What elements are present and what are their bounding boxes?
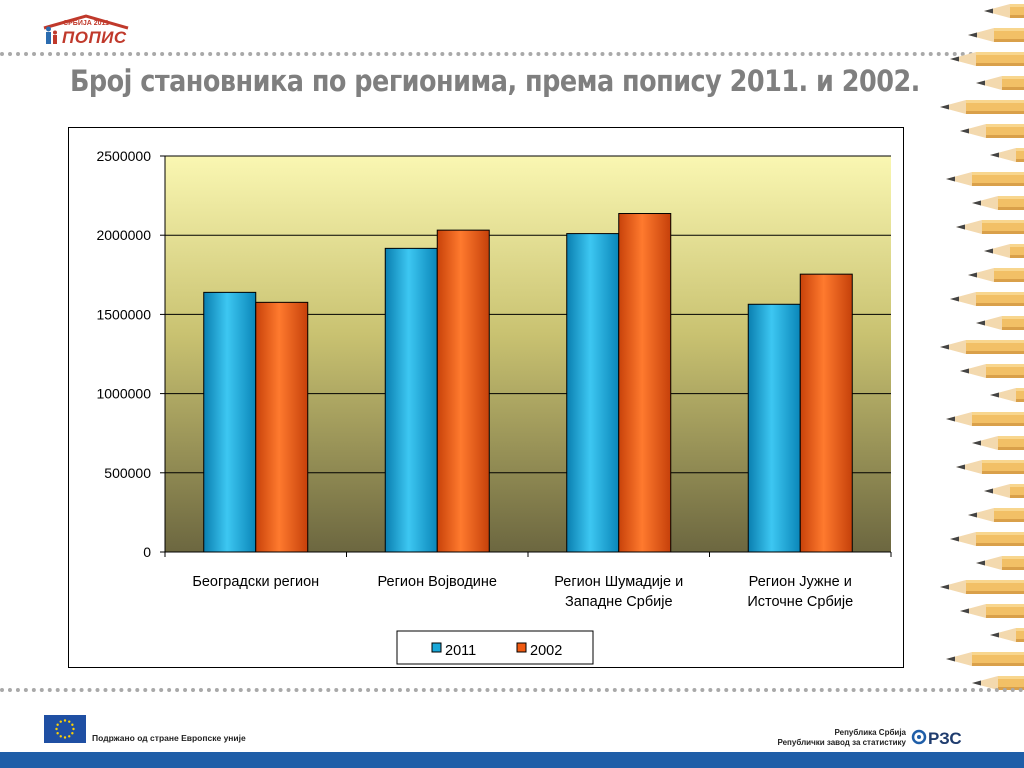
house-roof-icon [43,14,129,44]
y-tick-label: 2500000 [96,148,151,164]
bar-2002 [255,301,309,553]
bar-2011 [203,291,257,553]
y-tick-label: 2000000 [96,227,151,243]
x-category-label: Регион Шумадије и [554,574,683,590]
footer-bar [0,752,1024,768]
x-category-label: Регион Војводине [378,574,497,590]
rzs-institute-text: Републички завод за статистику [777,738,906,747]
legend-box [396,630,594,665]
pencils-decoration [940,4,1024,690]
x-category-label: Источне Србије [747,594,853,610]
rzs-logo-icon: РЗС [911,729,962,748]
legend-label-2011: 2011 [445,643,476,659]
x-category-label: Западне Србије [565,594,673,610]
dotted-divider-bottom [0,688,1024,692]
eu-support-text: Подржано од стране Европске уније [92,733,246,743]
y-tick-label: 1500000 [96,306,151,322]
bar-2002 [436,229,490,553]
slide-title: Број становника по регионима, према попи… [70,64,920,98]
logo-year: СРБИЈА 2011 [63,20,109,27]
bar-2002 [618,213,672,553]
rzs-republic-text: Република Србија [834,728,906,737]
y-tick-label: 1000000 [96,386,151,402]
census-logo: СРБИЈА 2011 ПОПИС [40,14,132,48]
eu-flag-icon [44,715,86,743]
bar-2002 [799,273,853,553]
svg-text:РЗС: РЗС [928,729,962,748]
logo-word: ПОПИС [62,28,127,47]
bar-2011 [566,233,620,553]
y-tick-label: 0 [143,544,151,560]
y-tick-label: 500000 [104,465,151,481]
bar-2011 [384,247,438,553]
x-category-label: Београдски регион [192,574,319,590]
chart-frame: 0 500000 1000000 1500000 2000000 2500000 Беог… [68,127,904,668]
x-category-label: Регион Јужне и [749,574,852,590]
legend-label-2002: 2002 [530,643,562,659]
legend-swatch-2002 [516,642,527,653]
bar-chart: 0 500000 1000000 1500000 2000000 2500000 Беог… [96,148,892,665]
legend-swatch-2011 [431,642,442,653]
dotted-divider-top [0,52,990,56]
bar-2011 [747,303,801,553]
